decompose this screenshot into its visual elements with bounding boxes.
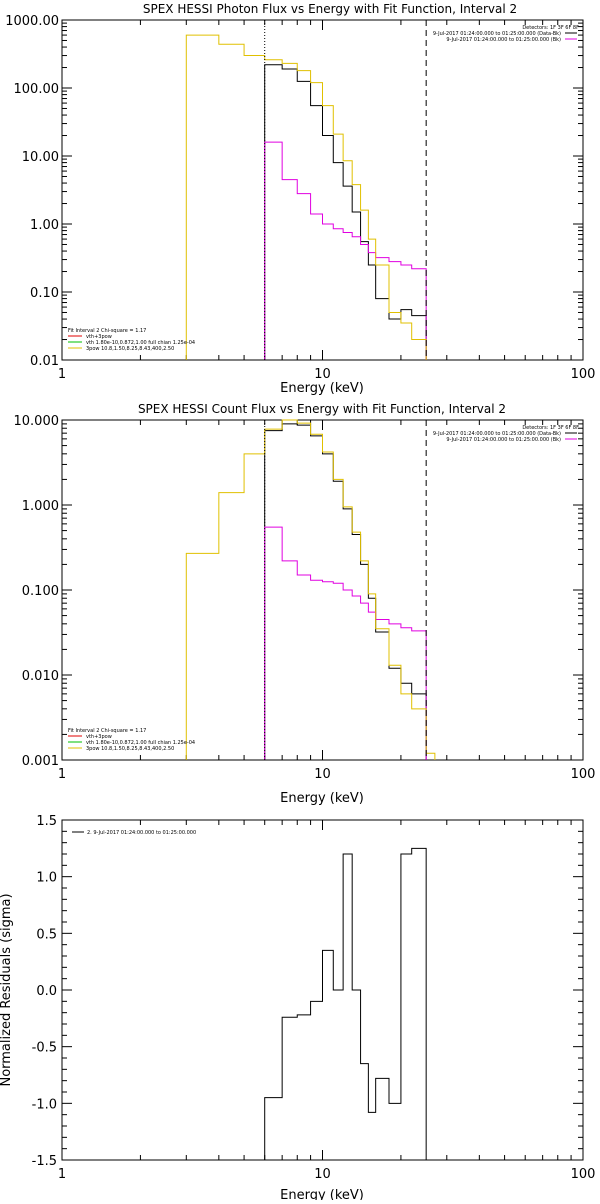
count-flux-panel: SPEX HESSI Count Flux vs Energy with Fit… <box>14 402 596 806</box>
y-tick-label: -1.5 <box>32 1154 57 1169</box>
x-tick-label: 1 <box>58 767 66 782</box>
y-tick-label: 10.000 <box>14 414 60 429</box>
y-tick-label: 0.01 <box>30 354 59 369</box>
x-tick-label: 10 <box>314 1167 331 1182</box>
series-line-bk <box>264 141 427 360</box>
legend-entry: Detectors: 1F 3F 6F 8F <box>522 25 579 31</box>
y-tick-label: 0.5 <box>36 927 57 942</box>
series-line-vth-3pow <box>185 419 436 760</box>
y-tick-label: -0.5 <box>32 1041 57 1056</box>
x-tick-label: 100 <box>571 367 596 382</box>
x-tick-labels: 1 10 100 <box>58 1167 596 1182</box>
y-tick-labels: -1.5 -1.0 -0.5 0.0 0.5 1.0 1.5 <box>32 814 57 1169</box>
x-axis-label: Energy (keV) <box>280 381 364 396</box>
y-tick-label: 1.5 <box>36 814 57 829</box>
legend-entry: vth+3pow <box>86 734 112 740</box>
legend-entry: vth 1.80e-10,0.872,1.00 full chian 1.25e… <box>86 340 195 346</box>
legend-entry: 9-Jul-2017 01:24:00.000 to 01:25:00.000 … <box>433 431 561 437</box>
y-tick-label: 0.001 <box>22 754 59 769</box>
legend-entry: 3pow 10.8,1.50,8.25,8.43,400,2.50 <box>86 346 174 352</box>
legend-entry: Fit Interval 2 Chi-square = 1.17 <box>68 328 146 334</box>
residuals-panel: -1.5 -1.0 -0.5 0.0 0.5 1.0 1.5 1 10 100 2. 9-Jul… <box>0 814 596 1203</box>
series-line-data-bk <box>264 423 427 760</box>
series-group <box>264 847 427 1160</box>
y-axis-label: Normalized Residuals (sigma) <box>0 893 14 1086</box>
axis-ticks <box>61 20 583 361</box>
y-tick-labels: 0.01 0.10 1.00 10.00 100.00 1000.00 <box>5 14 59 369</box>
y-tick-label: 0.0 <box>36 984 57 999</box>
legend-left: 2. 9-Jul-2017 01:24:00.000 to 01:25:00.0… <box>72 830 196 836</box>
x-tick-labels: 1 10 100 <box>58 367 596 382</box>
series-line-data-bk <box>264 64 427 360</box>
series-line-vth-3pow <box>185 34 427 360</box>
series-line-residuals <box>264 847 427 1160</box>
legend-entry: 9-Jul-2017 01:24:00.000 to 01:25:00.000 … <box>446 437 561 443</box>
x-tick-label: 100 <box>571 1167 596 1182</box>
series-group <box>185 34 427 360</box>
legend-right: Detectors: 1F 3F 6F 8F9-Jul-2017 01:24:0… <box>433 425 579 443</box>
x-tick-label: 1 <box>58 367 66 382</box>
legend-left: Fit Interval 2 Chi-square = 1.17vth+3pow… <box>68 328 195 352</box>
y-tick-label: 0.100 <box>22 584 59 599</box>
y-tick-label: 0.010 <box>22 669 59 684</box>
legend-entry: vth 1.80e-10,0.872,1.00 full chian 1.25e… <box>86 740 195 746</box>
y-tick-label: 1.0 <box>36 871 57 886</box>
legend-entry: vth+3pow <box>86 334 112 340</box>
legend-entry: 9-Jul-2017 01:24:00.000 to 01:25:00.000 … <box>433 31 561 37</box>
y-tick-label: 1000.00 <box>5 14 59 29</box>
x-tick-label: 1 <box>58 1167 66 1182</box>
legend-entry: Fit Interval 2 Chi-square = 1.17 <box>68 728 146 734</box>
plot-frame <box>61 419 584 761</box>
y-tick-label: 0.10 <box>30 286 59 301</box>
legend-right: Detectors: 1F 3F 6F 8F9-Jul-2017 01:24:0… <box>433 25 579 43</box>
series-line-bk <box>264 526 427 760</box>
axis-ticks <box>61 819 583 1161</box>
x-axis-label: Energy (keV) <box>280 791 364 806</box>
y-tick-label: -1.0 <box>32 1097 57 1112</box>
series-group <box>185 419 436 760</box>
x-tick-labels: 1 10 100 <box>58 767 596 782</box>
legend-entry: 2. 9-Jul-2017 01:24:00.000 to 01:25:00.0… <box>87 830 196 836</box>
axis-ticks <box>61 420 583 761</box>
x-tick-label: 10 <box>314 767 331 782</box>
x-axis-label: Energy (keV) <box>280 1188 364 1200</box>
y-tick-label: 1.00 <box>30 218 59 233</box>
x-tick-label: 10 <box>314 367 331 382</box>
y-tick-label: 1.000 <box>22 499 59 514</box>
plot-frame <box>61 19 584 361</box>
y-tick-labels: 0.001 0.010 0.100 1.000 10.000 <box>14 414 60 769</box>
y-tick-label: 100.00 <box>14 82 60 97</box>
legend-entry: 3pow 10.8,1.50,8.25,8.43,400,2.50 <box>86 746 174 752</box>
vertical-markers <box>264 20 427 360</box>
y-tick-label: 10.00 <box>22 150 59 165</box>
chart-title: SPEX HESSI Count Flux vs Energy with Fit… <box>138 402 506 416</box>
x-tick-label: 100 <box>571 767 596 782</box>
legend-entry: 9-Jul-2017 01:24:00.000 to 01:25:00.000 … <box>446 37 561 43</box>
legend-left: Fit Interval 2 Chi-square = 1.17vth+3pow… <box>68 728 195 752</box>
photon-flux-panel: SPEX HESSI Photon Flux vs Energy with Fi… <box>5 2 595 396</box>
legend-entry: Detectors: 1F 3F 6F 8F <box>522 425 579 431</box>
vertical-markers <box>264 420 427 760</box>
chart-title: SPEX HESSI Photon Flux vs Energy with Fi… <box>143 2 517 16</box>
